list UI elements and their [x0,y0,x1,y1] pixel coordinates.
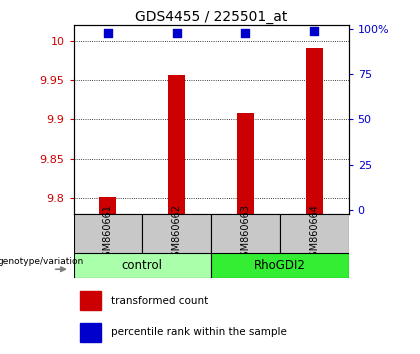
Text: transformed count: transformed count [111,296,209,306]
Bar [237,113,254,214]
Bar [280,214,349,253]
Title: GDS4455 / 225501_at: GDS4455 / 225501_at [135,10,287,24]
Text: GSM860662: GSM860662 [172,204,182,263]
Text: percentile rank within the sample: percentile rank within the sample [111,327,287,337]
Bar [74,253,211,278]
Bar [74,214,142,253]
Text: GSM860663: GSM860663 [240,204,250,263]
Text: GSM860661: GSM860661 [103,204,113,263]
Text: control: control [122,259,163,272]
Bar [168,75,185,214]
Bar [99,197,116,214]
Point [242,30,249,35]
Point [311,28,318,34]
Text: genotype/variation: genotype/variation [0,257,84,266]
Bar [80,323,101,342]
Text: GSM860664: GSM860664 [309,204,319,263]
Bar [80,291,101,310]
Bar [211,214,280,253]
Bar [142,214,211,253]
Bar [211,253,349,278]
Point [173,30,180,35]
Point [105,30,111,35]
Text: RhoGDI2: RhoGDI2 [254,259,306,272]
Bar [306,48,323,214]
